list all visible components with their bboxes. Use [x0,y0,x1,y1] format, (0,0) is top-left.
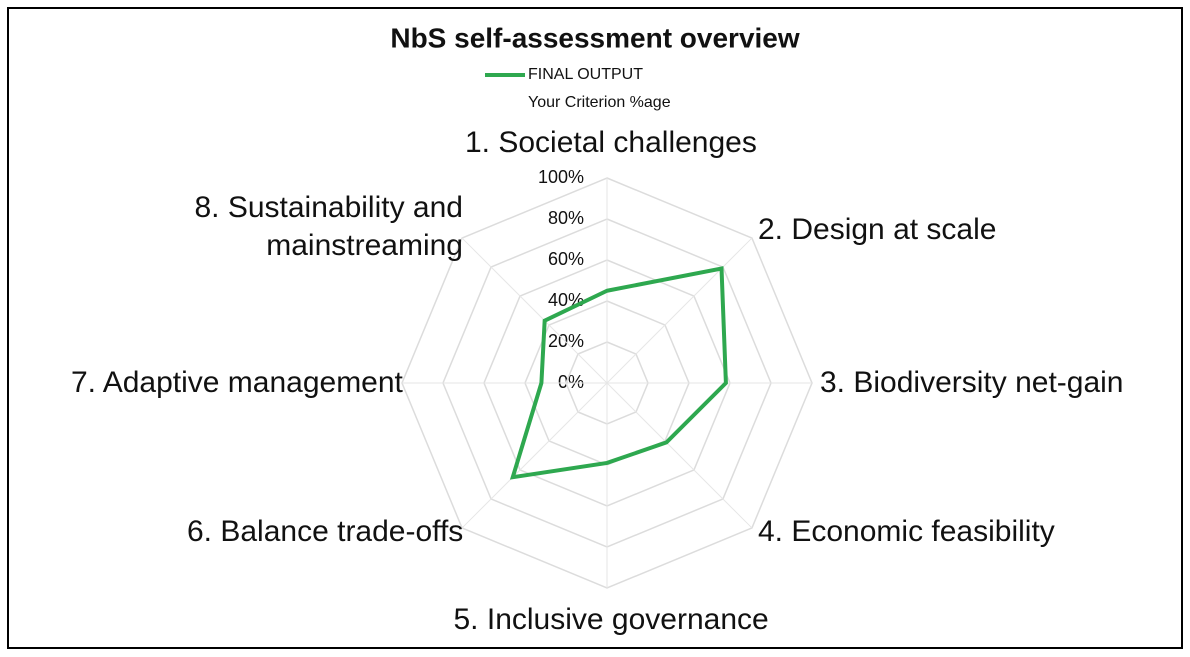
category-label: 1. Societal challenges [465,126,757,159]
y-tick-label: 40% [548,290,584,310]
y-tick-label: 0% [558,372,584,392]
category-label: 4. Economic feasibility [758,515,1055,548]
category-label: 2. Design at scale [758,213,997,246]
y-tick-label: 100% [538,167,584,187]
category-label: 6. Balance trade-offs [187,515,464,548]
y-tick-label: 80% [548,208,584,228]
spoke [461,237,608,384]
category-label: 8. Sustainability and mainstreaming [194,191,463,262]
y-tick-label: 60% [548,249,584,269]
spoke [461,382,608,529]
chart-title: NbS self-assessment overview [390,22,800,53]
series-line [509,266,728,480]
legend-subtitle: Your Criterion %age [528,94,671,111]
category-label: 5. Inclusive governance [453,603,769,636]
spoke [606,382,753,529]
category-label: 3. Biodiversity net-gain [820,366,1124,399]
y-tick-label: 20% [548,331,584,351]
spoke [606,237,753,384]
category-label: 7. Adaptive management [71,366,403,399]
legend-label: FINAL OUTPUT [528,66,643,83]
